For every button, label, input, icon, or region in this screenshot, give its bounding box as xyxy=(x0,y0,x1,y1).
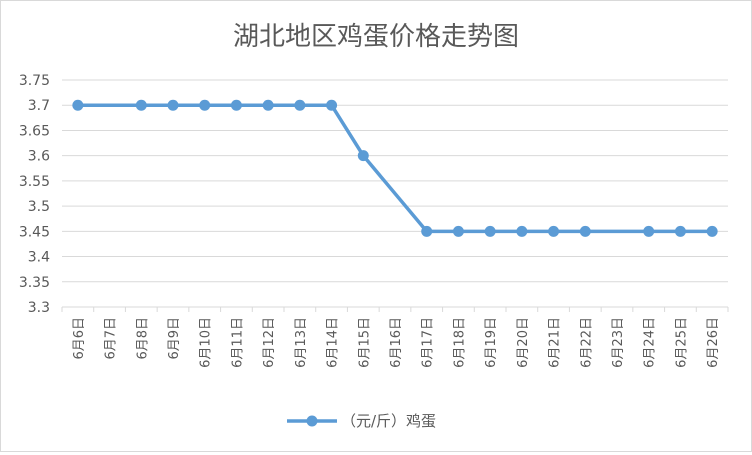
legend-marker xyxy=(306,415,318,427)
data-point xyxy=(421,225,433,237)
data-point xyxy=(135,99,147,111)
y-tick-label: 3.65 xyxy=(19,123,50,139)
y-tick-label: 3.3 xyxy=(28,300,50,316)
x-tick-label: 6月21日 xyxy=(548,317,563,368)
data-point xyxy=(548,225,560,237)
data-point xyxy=(326,99,338,111)
data-point xyxy=(452,225,464,237)
data-point xyxy=(674,225,686,237)
legend-label: （元/斤）鸡蛋 xyxy=(341,412,436,430)
x-tick-label: 6月11日 xyxy=(230,317,245,368)
x-tick-label: 6月15日 xyxy=(357,317,372,368)
data-point xyxy=(294,99,306,111)
x-tick-label: 6月18日 xyxy=(452,317,467,368)
x-tick-label: 6月26日 xyxy=(706,317,721,368)
x-tick-label: 6月17日 xyxy=(421,317,436,368)
x-tick-label: 6月14日 xyxy=(326,317,341,368)
y-axis-ticks: 3.75 3.7 3.65 3.6 3.55 3.5 3.45 3.4 3.35 3.3 xyxy=(19,73,50,316)
x-tick-label: 6月16日 xyxy=(389,317,404,368)
x-tick-label: 6月6日 xyxy=(72,317,87,360)
x-tick-label: 6月12日 xyxy=(262,317,277,368)
y-tick-label: 3.7 xyxy=(28,98,50,114)
data-point xyxy=(262,99,274,111)
x-tick-label: 6月25日 xyxy=(674,317,689,368)
data-point xyxy=(72,99,84,111)
legend: （元/斤）鸡蛋 xyxy=(287,412,436,430)
x-tick-label: 6月7日 xyxy=(104,317,119,360)
x-tick-label: 6月24日 xyxy=(643,317,658,368)
x-tick-label: 6月22日 xyxy=(579,317,594,368)
series-line xyxy=(77,103,713,234)
y-tick-label: 3.6 xyxy=(28,149,50,165)
chart-title: 湖北地区鸡蛋价格走势图 xyxy=(233,22,519,52)
y-tick-label: 3.75 xyxy=(19,73,50,89)
y-tick-label: 3.45 xyxy=(19,224,50,240)
data-point xyxy=(167,99,179,111)
x-axis-ticks: 6月6日 6月7日 6月8日 6月9日 6月10日 6月11日 6月12日 6月13日 6月14… xyxy=(72,317,721,368)
y-tick-label: 3.4 xyxy=(28,250,50,266)
data-point xyxy=(199,99,211,111)
data-point xyxy=(357,150,369,162)
y-tick-label: 3.55 xyxy=(19,174,50,190)
data-point xyxy=(484,225,496,237)
y-tick-label: 3.35 xyxy=(19,275,50,291)
y-tick-label: 3.5 xyxy=(28,199,50,215)
x-tick-label: 6月10日 xyxy=(199,317,214,368)
data-point xyxy=(230,99,242,111)
x-tick-label: 6月23日 xyxy=(611,317,626,368)
x-tick-label: 6月13日 xyxy=(294,317,309,368)
data-point xyxy=(643,225,655,237)
x-tick-label: 6月8日 xyxy=(135,317,150,360)
data-point xyxy=(579,225,591,237)
data-point xyxy=(706,225,718,237)
x-tick-label: 6月19日 xyxy=(484,317,499,368)
data-point xyxy=(516,225,528,237)
x-tick-label: 6月20日 xyxy=(516,317,531,368)
series-egg-price xyxy=(72,99,718,237)
x-tick-label: 6月9日 xyxy=(167,317,182,360)
